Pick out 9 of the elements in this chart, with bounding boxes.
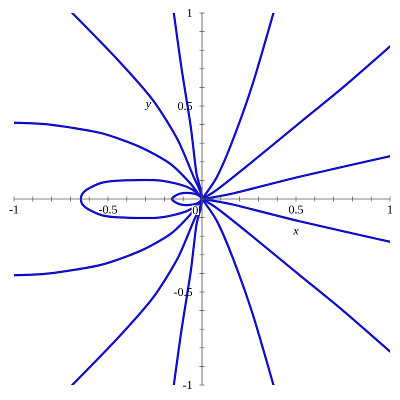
x-tick-label: -0.5 [98,205,117,214]
x-tick-label: 0 [192,206,198,214]
x-tick-label: 0.5 [289,205,304,214]
y-tick-label: 1 [188,9,192,17]
x-tick-label: 1 [388,205,392,214]
y-tick-label: -1 [183,381,192,389]
x-axis-title: x [293,228,299,234]
y-axis-title: y [144,102,152,110]
x-tick-label: -1 [9,205,18,214]
